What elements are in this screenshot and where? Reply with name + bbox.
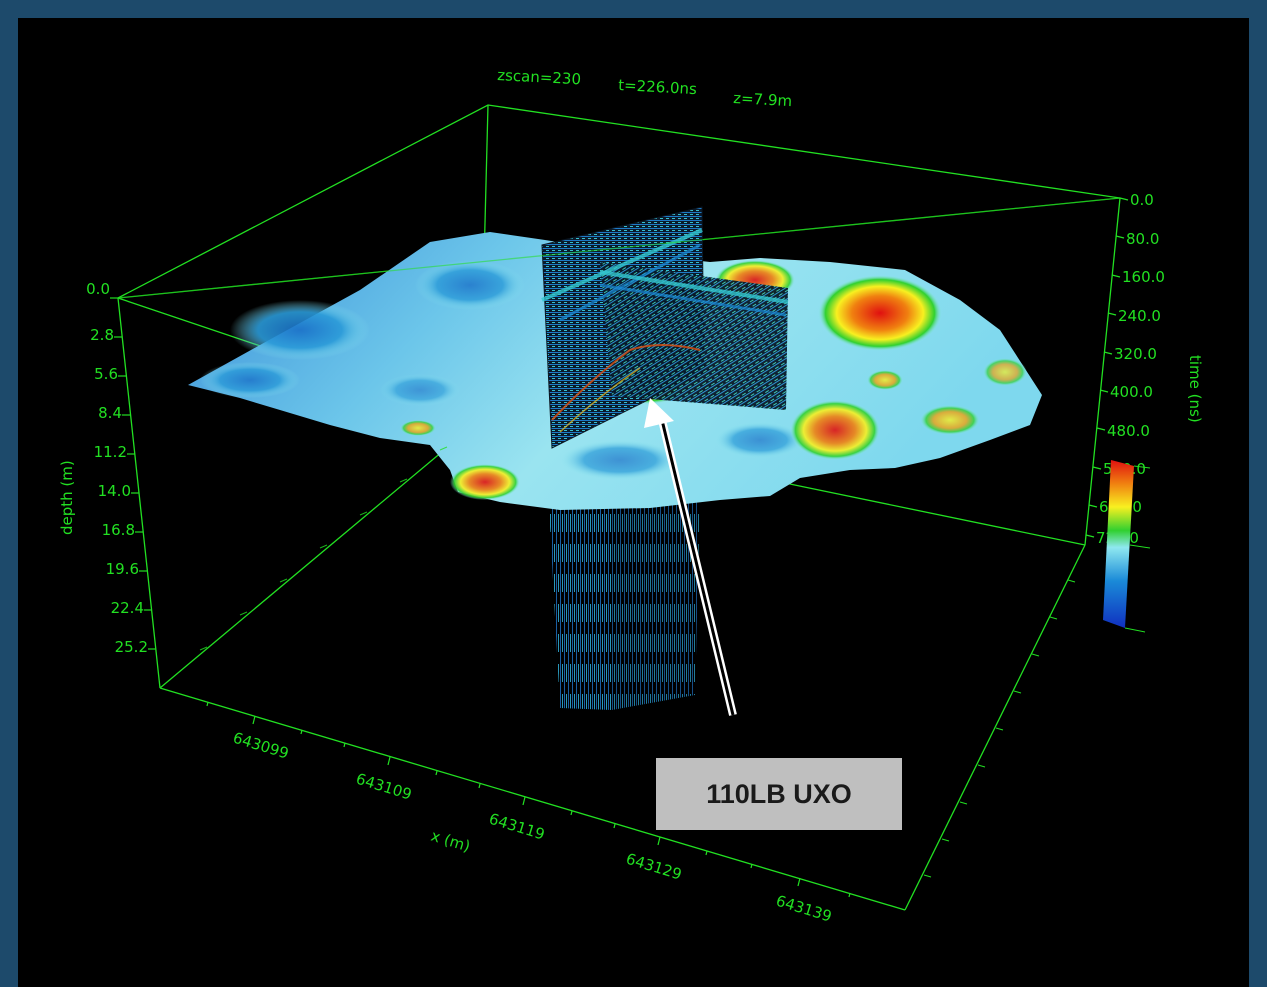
uxo-callout-label: 110LB UXO [706,778,852,809]
depth-tick: 0.0 [86,280,110,298]
depth-axis-label: depth (m) [58,460,76,535]
y-axis-ticks [199,446,448,651]
x-tick: 643129 [624,850,684,884]
uxo-arrow [644,398,737,716]
bounding-box-front [117,197,1121,299]
right-edge-ticks [923,579,1076,878]
time-tick: 80.0 [1126,230,1159,248]
colorbar [1103,460,1151,633]
depth-tick: 14.0 [98,482,131,500]
depth-axis [110,297,156,650]
time-axis [1085,197,1129,538]
x-tick: 643099 [231,729,291,763]
uxo-callout-box: 110LB UXO [656,758,902,830]
scan-header: zscan=230 t=226.0ns z=7.9m [497,66,793,110]
depth-tick: 22.4 [111,599,144,617]
time-tick: 0.0 [1130,191,1154,209]
visualization-frame: 0.0 80.0 160.0 240.0 320.0 400.0 480.0 5… [18,18,1249,987]
time-tick: 240.0 [1118,307,1161,325]
time-tick: 160.0 [1122,268,1165,286]
depth-tick: 19.6 [106,560,139,578]
time-tick: 400.0 [1110,383,1153,401]
depth-tick: 5.6 [94,365,118,383]
depth-tick-labels: 0.0 2.8 5.6 8.4 11.2 14.0 16.8 19.6 22.4… [58,280,148,656]
depth-tick: 8.4 [98,404,122,422]
time-tick: 480.0 [1107,422,1150,440]
depth-tick: 11.2 [94,443,127,461]
gpr-3d-scene: 0.0 80.0 160.0 240.0 320.0 400.0 480.0 5… [58,66,1204,926]
time-axis-label: time (ns) [1186,355,1204,423]
depth-value-label: z=7.9m [733,89,793,110]
depth-tick: 25.2 [115,638,148,656]
colorbar-gradient [1103,460,1134,628]
x-tick: 643109 [354,770,414,804]
radargram-slices [541,206,789,449]
depth-tick: 2.8 [90,326,114,344]
depth-tick: 16.8 [102,521,135,539]
arrow-head [644,398,674,428]
zscan-label: zscan=230 [497,66,582,88]
time-tick: 320.0 [1114,345,1157,363]
x-axis-label: x (m) [429,827,472,856]
x-axis [206,701,851,898]
x-tick: 643119 [487,810,547,844]
radar-volume-column [548,490,700,710]
x-tick: 643139 [774,892,834,926]
time-value-label: t=226.0ns [618,76,698,98]
